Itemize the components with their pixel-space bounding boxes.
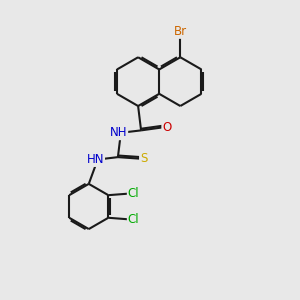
Text: Cl: Cl xyxy=(128,187,140,200)
Text: Br: Br xyxy=(174,25,187,38)
Text: NH: NH xyxy=(110,126,127,139)
Text: S: S xyxy=(140,152,147,165)
Text: HN: HN xyxy=(87,153,104,166)
Text: O: O xyxy=(162,121,172,134)
Text: Cl: Cl xyxy=(128,213,140,226)
